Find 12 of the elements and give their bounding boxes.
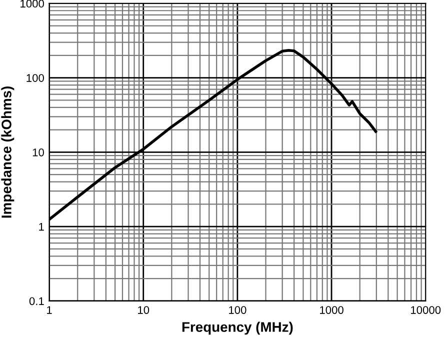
x-axis-title: Frequency (MHz) xyxy=(182,322,293,335)
x-tick-label: 10000 xyxy=(411,306,441,314)
x-tick-label: 100 xyxy=(229,306,246,314)
y-tick-label: 100 xyxy=(26,74,44,82)
y-axis-title: Impedance (kOhms) xyxy=(1,86,14,218)
y-tick-label: 1000 xyxy=(20,0,44,8)
x-tick-label: 1000 xyxy=(320,306,344,314)
x-tick-label: 10 xyxy=(138,306,150,314)
x-tick-label: 1 xyxy=(47,306,52,314)
y-tick-label: 10 xyxy=(32,148,44,156)
y-tick-label: 1 xyxy=(39,222,44,231)
y-tick-label: 0.1 xyxy=(29,297,44,306)
